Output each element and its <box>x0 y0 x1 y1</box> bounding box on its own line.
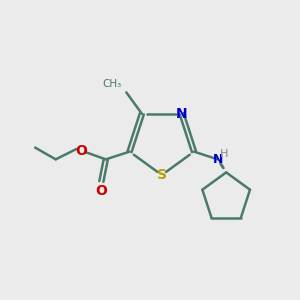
Text: N: N <box>176 107 188 121</box>
Text: S: S <box>157 168 167 182</box>
Text: CH₃: CH₃ <box>103 80 122 89</box>
Text: O: O <box>95 184 107 198</box>
Text: H: H <box>220 149 228 159</box>
Text: N: N <box>213 153 223 166</box>
Text: O: O <box>75 143 87 158</box>
